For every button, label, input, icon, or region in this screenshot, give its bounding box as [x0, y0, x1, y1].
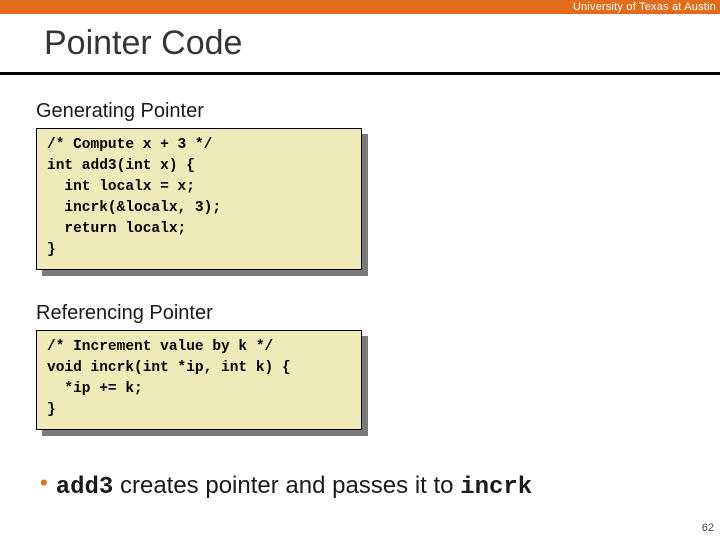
title-rule	[0, 72, 720, 75]
code-block-content: /* Increment value by k */ void incrk(in…	[36, 330, 362, 430]
page-title: Pointer Code	[44, 24, 242, 63]
section-heading-generating: Generating Pointer	[36, 100, 204, 123]
bullet-text: creates pointer and passes it to	[113, 472, 460, 499]
section-heading-referencing: Referencing Pointer	[36, 302, 213, 325]
slide: University of Texas at Austin Pointer Co…	[0, 0, 720, 540]
page-number: 62	[702, 522, 714, 534]
bullet-code-incrk: incrk	[460, 474, 532, 501]
bullet-line: • add3 creates pointer and passes it to i…	[40, 470, 690, 504]
university-label: University of Texas at Austin	[573, 0, 716, 14]
code-block-content: /* Compute x + 3 */ int add3(int x) { in…	[36, 128, 362, 270]
code-block-referencing: /* Increment value by k */ void incrk(in…	[36, 330, 362, 430]
bullet-code-add3: add3	[56, 474, 114, 501]
bullet-dot-icon: •	[40, 470, 48, 495]
code-block-generating: /* Compute x + 3 */ int add3(int x) { in…	[36, 128, 362, 270]
